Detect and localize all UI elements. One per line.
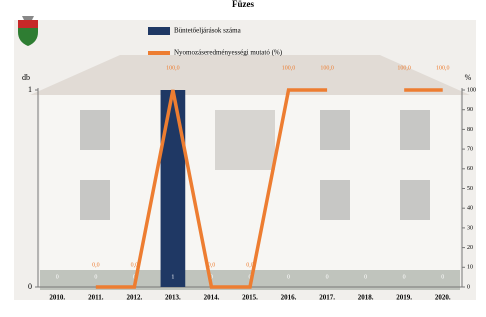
legend-label: Nyomozáseredményességi mutató (%) bbox=[174, 49, 283, 57]
chart: Füzes db % 0101020304050607080901002010.… bbox=[0, 0, 486, 317]
x-tick-label: 2016. bbox=[281, 294, 297, 302]
y-tick-label: 1 bbox=[28, 85, 32, 94]
bar-value-label: 0 bbox=[364, 274, 367, 280]
x-tick-label: 2019. bbox=[396, 294, 412, 302]
bar-value-label: 0 bbox=[94, 274, 97, 280]
y2-tick-label: 90 bbox=[467, 107, 473, 113]
y2-tick-label: 100 bbox=[467, 87, 476, 93]
x-tick-label: 2012. bbox=[126, 294, 142, 302]
line-value-label: 100,0 bbox=[436, 65, 450, 71]
bar-value-label: 0 bbox=[403, 274, 406, 280]
line-value-label: 100,0 bbox=[282, 65, 296, 71]
y2-tick-label: 80 bbox=[467, 127, 473, 133]
bar-value-label: 1 bbox=[171, 274, 174, 280]
y2-axis-label: % bbox=[465, 73, 472, 82]
x-tick-label: 2013. bbox=[165, 294, 181, 302]
line-value-label: 100,0 bbox=[397, 65, 411, 71]
bar-value-label: 0 bbox=[326, 274, 329, 280]
y2-tick-label: 30 bbox=[467, 225, 473, 231]
y2-tick-label: 0 bbox=[467, 284, 470, 290]
y2-tick-label: 10 bbox=[467, 265, 473, 271]
bar-value-label: 0 bbox=[56, 274, 59, 280]
x-tick-label: 2011. bbox=[88, 294, 104, 302]
line-value-label: 0,0 bbox=[131, 262, 139, 268]
bar-value-label: 0 bbox=[287, 274, 290, 280]
y2-tick-label: 60 bbox=[467, 166, 473, 172]
x-tick-label: 2017. bbox=[319, 294, 335, 302]
x-tick-label: 2014. bbox=[204, 294, 220, 302]
y2-tick-label: 70 bbox=[467, 146, 473, 152]
y-tick-label: 0 bbox=[28, 282, 32, 291]
bar-value-label: 0 bbox=[441, 274, 444, 280]
y-axis-label: db bbox=[22, 73, 30, 82]
line-value-label: 100,0 bbox=[320, 65, 334, 71]
x-tick-label: 2015. bbox=[242, 294, 258, 302]
chart-title: Füzes bbox=[232, 0, 254, 9]
x-tick-label: 2018. bbox=[358, 294, 374, 302]
y2-tick-label: 20 bbox=[467, 245, 473, 251]
y2-tick-label: 50 bbox=[467, 186, 473, 192]
y2-tick-label: 40 bbox=[467, 206, 473, 212]
line-value-label: 0,0 bbox=[92, 262, 100, 268]
background-photo bbox=[14, 20, 476, 300]
line-value-label: 0,0 bbox=[208, 262, 216, 268]
x-tick-label: 2010. bbox=[49, 294, 65, 302]
bar bbox=[161, 90, 186, 287]
legend-label: Büntetőeljárások száma bbox=[174, 27, 242, 35]
line-value-label: 0,0 bbox=[246, 262, 254, 268]
legend-swatch bbox=[148, 27, 170, 35]
x-tick-label: 2020. bbox=[435, 294, 451, 302]
line-value-label: 100,0 bbox=[166, 65, 180, 71]
